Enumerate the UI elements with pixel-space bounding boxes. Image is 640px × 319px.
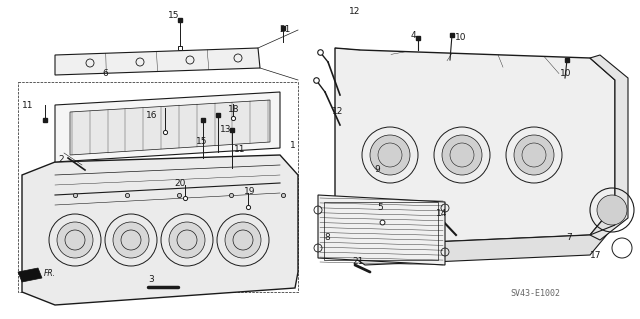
- Circle shape: [169, 222, 205, 258]
- Text: 12: 12: [349, 8, 360, 17]
- Text: 21: 21: [352, 257, 364, 266]
- Text: 9: 9: [374, 166, 380, 174]
- Text: 2: 2: [58, 155, 63, 165]
- Text: 15: 15: [196, 137, 207, 145]
- Polygon shape: [22, 155, 298, 305]
- Polygon shape: [55, 48, 260, 75]
- Text: 11: 11: [234, 145, 246, 154]
- Text: 6: 6: [102, 69, 108, 78]
- Polygon shape: [590, 55, 628, 240]
- Polygon shape: [55, 92, 280, 162]
- Text: 20: 20: [174, 179, 186, 188]
- Circle shape: [225, 222, 261, 258]
- Text: 17: 17: [590, 251, 602, 261]
- Circle shape: [113, 222, 149, 258]
- Text: 19: 19: [244, 188, 255, 197]
- Text: 16: 16: [146, 110, 157, 120]
- Bar: [324, 202, 438, 260]
- Text: 3: 3: [148, 276, 154, 285]
- Polygon shape: [335, 205, 615, 265]
- Text: 1: 1: [290, 140, 296, 150]
- Text: 13: 13: [220, 125, 232, 135]
- Circle shape: [514, 135, 554, 175]
- Text: 10: 10: [455, 33, 467, 42]
- Circle shape: [57, 222, 93, 258]
- Text: 15: 15: [168, 11, 179, 20]
- Text: 12: 12: [332, 108, 344, 116]
- Text: 8: 8: [324, 234, 330, 242]
- Circle shape: [597, 195, 627, 225]
- Circle shape: [370, 135, 410, 175]
- Text: FR.: FR.: [44, 269, 56, 278]
- Text: SV43-E1002: SV43-E1002: [510, 290, 560, 299]
- Text: 21: 21: [279, 26, 291, 34]
- Text: 11: 11: [22, 101, 33, 110]
- Text: 5: 5: [377, 203, 383, 211]
- Text: 4: 4: [411, 32, 417, 41]
- Text: 10: 10: [560, 69, 572, 78]
- Polygon shape: [318, 195, 445, 265]
- Text: 7: 7: [566, 234, 572, 242]
- Text: 14: 14: [436, 209, 447, 218]
- Polygon shape: [18, 268, 42, 282]
- Circle shape: [442, 135, 482, 175]
- Bar: [18, 82, 298, 292]
- Text: 18: 18: [228, 106, 239, 115]
- Polygon shape: [335, 48, 615, 245]
- Polygon shape: [70, 100, 270, 155]
